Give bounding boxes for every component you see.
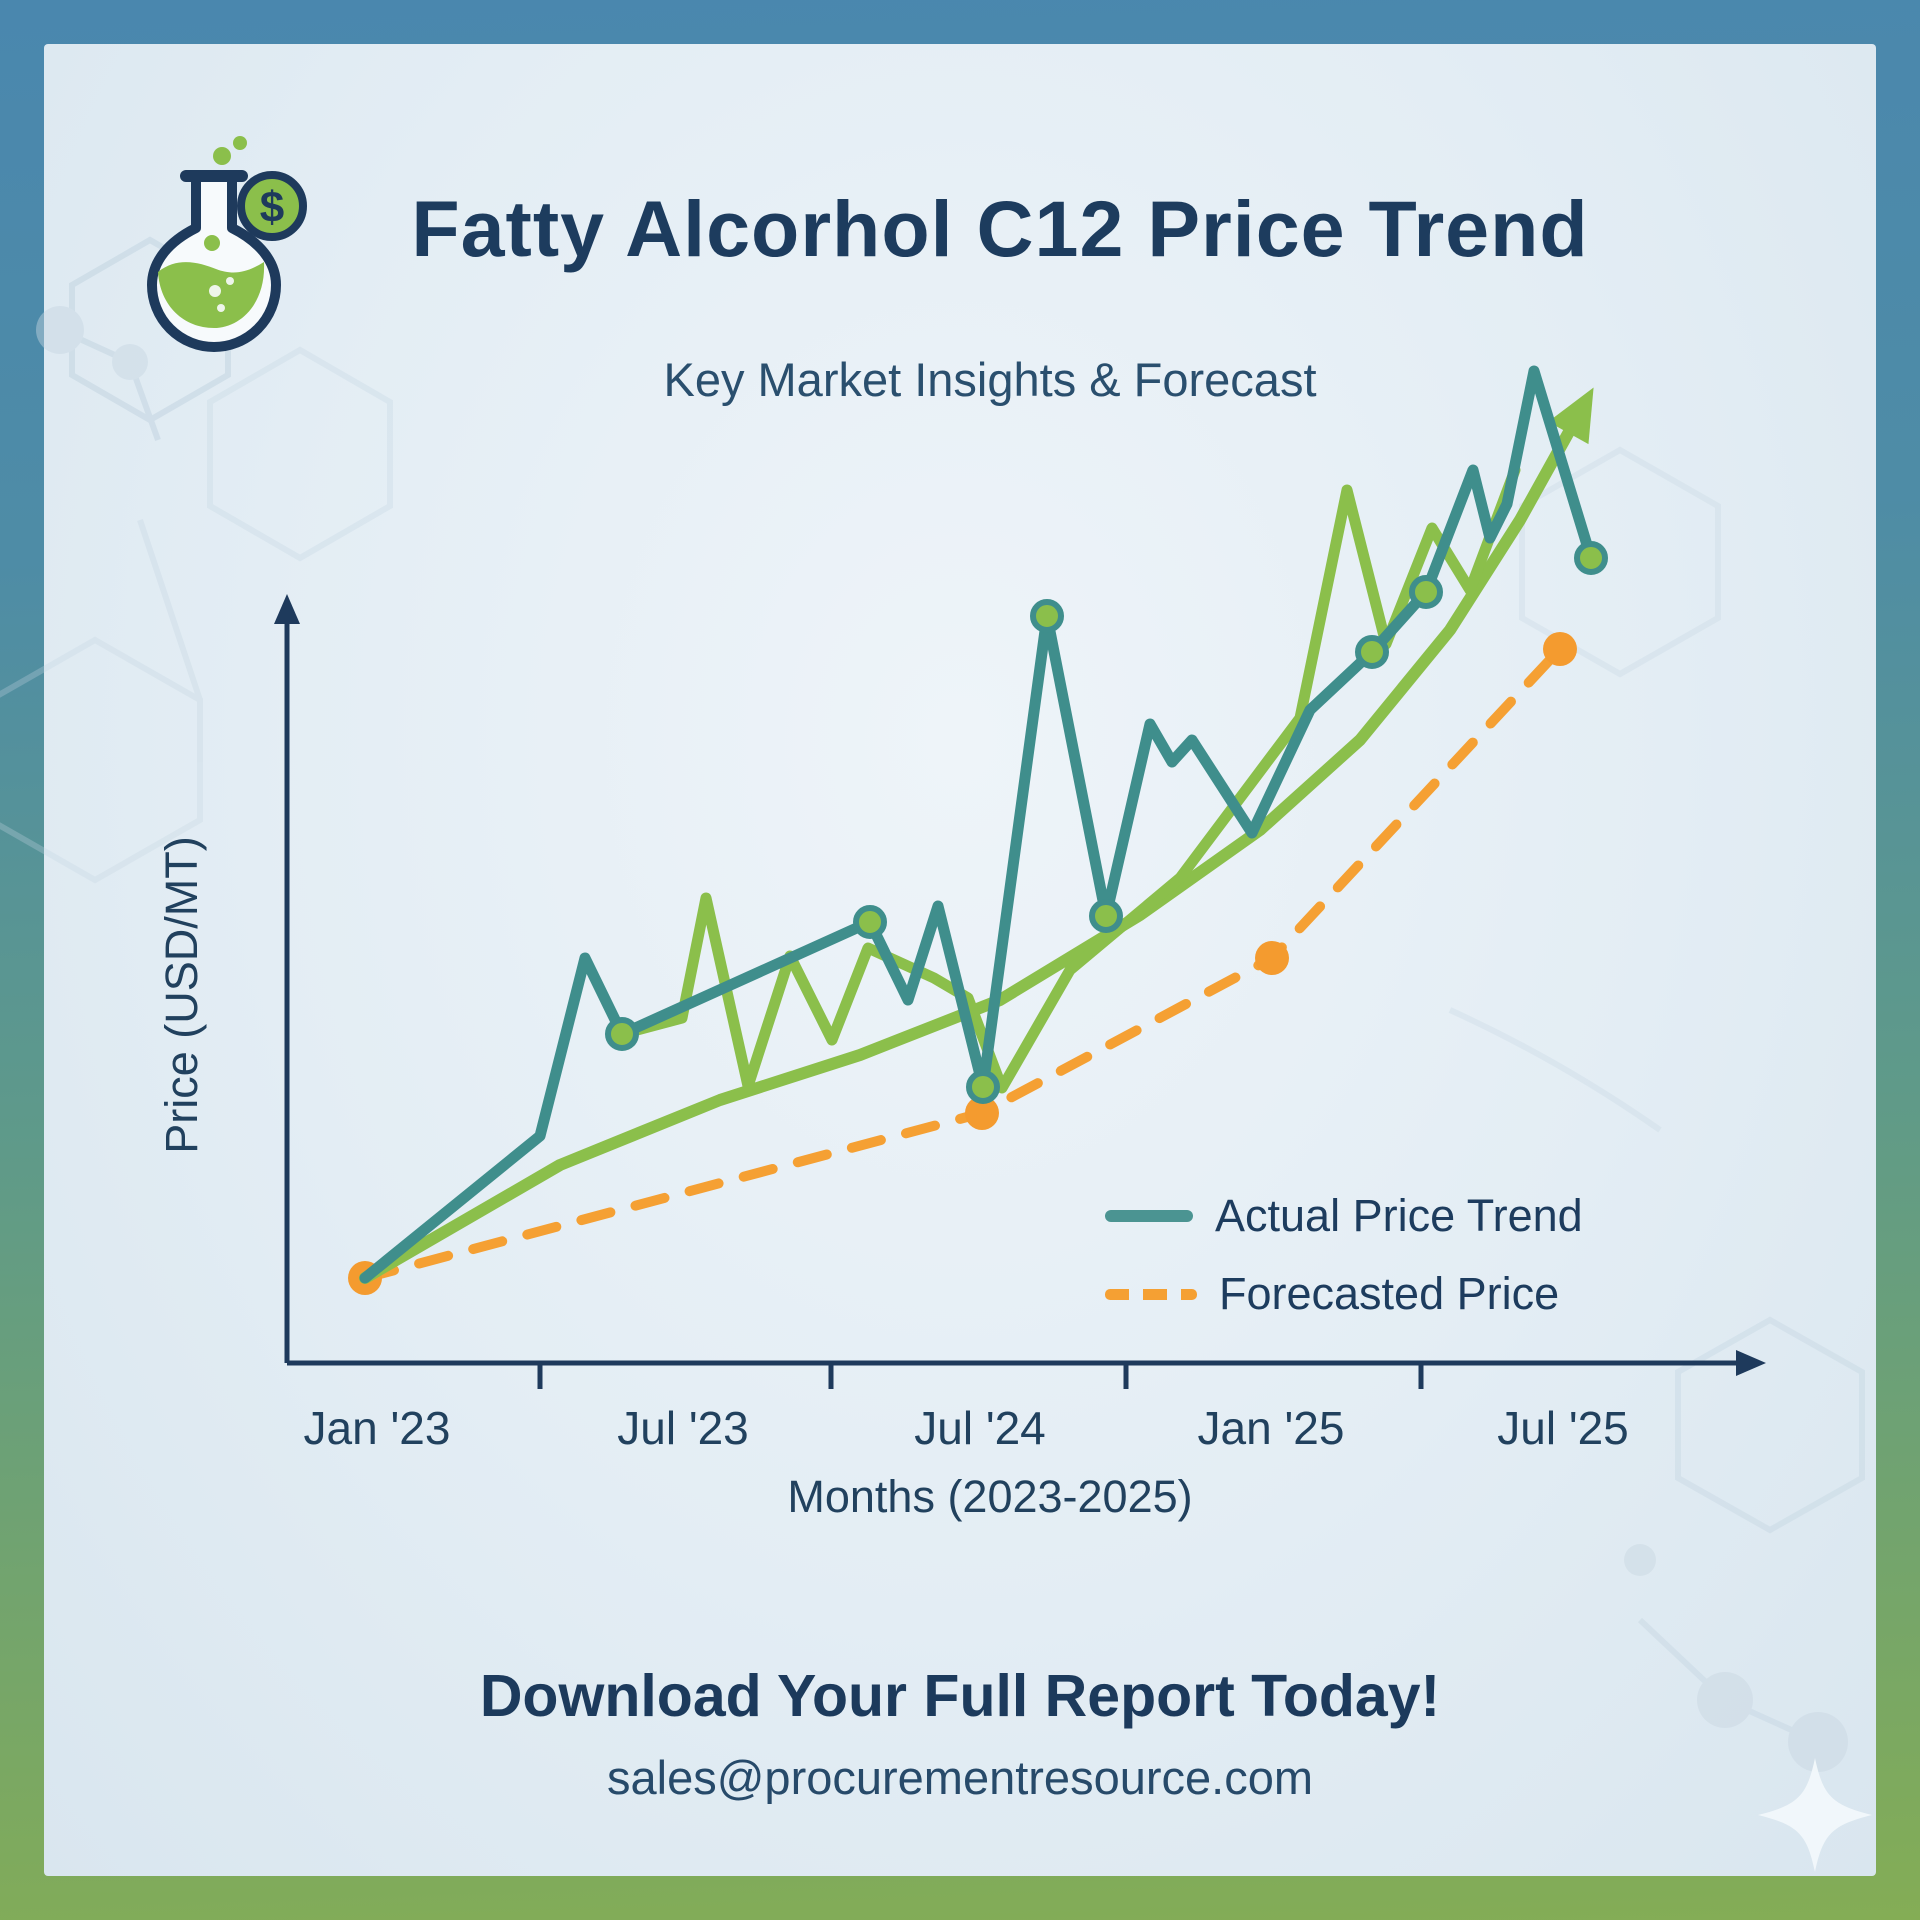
content-panel <box>44 44 1876 1876</box>
flask-icon <box>147 136 281 352</box>
trend-arrowhead-icon <box>1548 387 1594 445</box>
y-axis-title: Price (USD/MT) <box>156 836 207 1153</box>
footer-email: sales@procurementresource.com <box>607 1751 1313 1804</box>
legend-item-actual: Actual Price Trend <box>1105 1190 1583 1242</box>
chart-axes <box>284 622 1738 1389</box>
series-forecast <box>360 644 1565 1283</box>
actual-data-point-marker <box>1409 575 1443 609</box>
legend-label: Actual Price Trend <box>1215 1190 1583 1241</box>
x-axis-arrow-icon <box>1736 1350 1766 1376</box>
flask-dollar-logo: $ <box>147 136 307 352</box>
x-tick-label: Jul '23 <box>617 1402 749 1454</box>
x-axis-labels: Jan '23 Jul '23 Jul '24 Jan '25 Jul '25 <box>304 1402 1629 1454</box>
dollar-symbol: $ <box>260 183 284 232</box>
forecast-data-point-marker <box>1255 941 1289 975</box>
actual-data-point-marker <box>1355 635 1389 669</box>
legend-label: Forecasted Price <box>1219 1268 1560 1319</box>
legend-item-forecast: Forecasted Price <box>1105 1268 1583 1320</box>
legend-swatch-dashed-line <box>1105 1288 1197 1300</box>
actual-data-point-marker <box>966 1070 1000 1104</box>
x-tick-label: Jul '25 <box>1497 1402 1629 1454</box>
molecule-decoration-bottom-right <box>1624 1316 1865 1772</box>
x-tick-label: Jan '25 <box>1198 1402 1345 1454</box>
x-tick-label: Jan '23 <box>304 1402 451 1454</box>
sparkle-icon <box>1758 1758 1872 1872</box>
forecast-data-point-marker <box>1543 632 1577 666</box>
series-layer <box>348 365 1608 1295</box>
actual-data-point-marker <box>853 905 887 939</box>
x-tick-label: Jul '24 <box>914 1402 1046 1454</box>
y-axis-arrow-icon <box>274 594 300 624</box>
actual-data-point-marker <box>1089 899 1123 933</box>
actual-data-point-marker <box>1574 541 1608 575</box>
x-axis-title: Months (2023-2025) <box>787 1471 1192 1522</box>
chart-legend: Actual Price Trend Forecasted Price <box>1105 1190 1583 1320</box>
footer-headline: Download Your Full Report Today! <box>479 1663 1441 1729</box>
page-title: Fatty Alcorhol C12 Price Trend <box>411 184 1589 273</box>
dollar-coin-icon: $ <box>237 171 307 241</box>
actual-data-point-marker <box>605 1017 639 1051</box>
series-trend-smooth <box>359 406 1586 1284</box>
series-actual <box>359 365 1597 1284</box>
series-actual-secondary <box>616 464 1521 1094</box>
page-subtitle: Key Market Insights & Forecast <box>663 353 1317 406</box>
molecule-decoration-left <box>0 519 203 884</box>
forecast-data-point-marker <box>965 1096 999 1130</box>
actual-data-point-marker <box>1030 599 1064 633</box>
legend-swatch-solid-line <box>1105 1210 1193 1222</box>
